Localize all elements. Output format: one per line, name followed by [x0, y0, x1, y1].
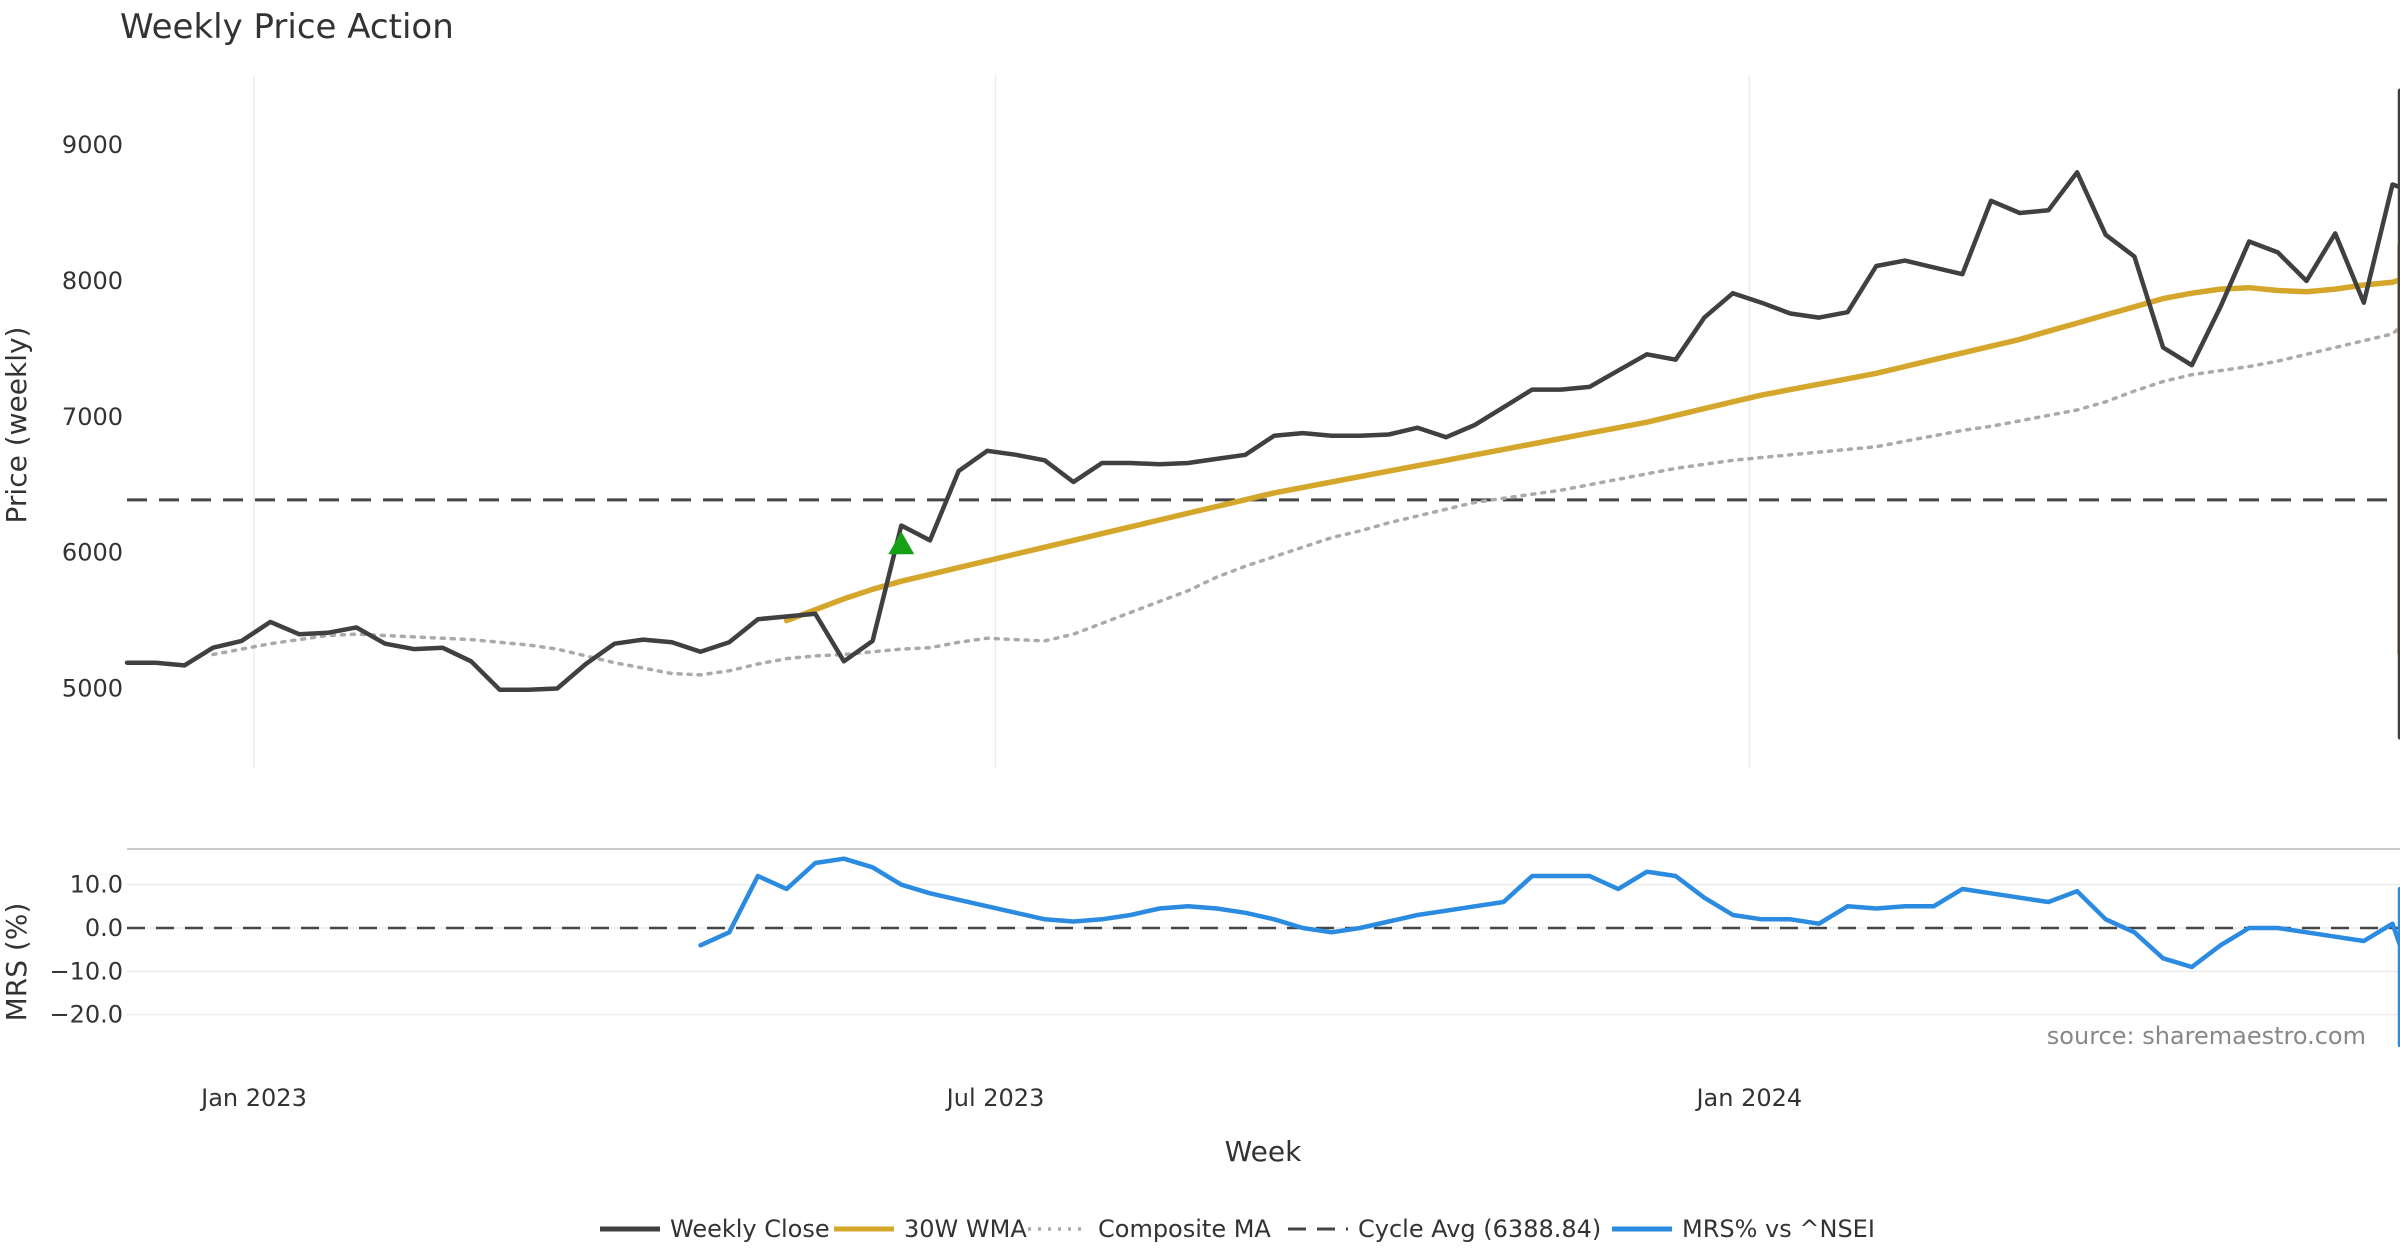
- legend-item: Cycle Avg (6388.84): [1288, 1215, 1601, 1243]
- composite-ma-line: [211, 230, 2400, 687]
- mrs-y-tick-label: −10.0: [49, 957, 123, 985]
- mrs-panel: 10.0 0.0 −10.0 −20.0 MRS (%) source: sharem…: [0, 856, 2400, 1050]
- price-y-tick-labels: 5000 6000 7000 8000 9000: [62, 131, 123, 702]
- x-tick-label: Jan 2023: [199, 1084, 307, 1112]
- price-y-tick-label: 7000: [62, 403, 123, 431]
- legend-item: Weekly Close: [600, 1215, 830, 1243]
- price-y-axis-title: Price (weekly): [0, 327, 33, 524]
- weekly-close-line: [124, 88, 2400, 740]
- price-series-group: [124, 88, 2400, 740]
- mrs-gridlines: [127, 883, 2400, 1016]
- price-y-tick-label: 5000: [62, 674, 123, 702]
- legend-label: MRS% vs ^NSEI: [1682, 1215, 1875, 1243]
- mrs-y-tick-label: 0.0: [85, 914, 123, 942]
- legend: Weekly Close 30W WMA Composite MA Cycle Avg…: [600, 1215, 1875, 1243]
- price-y-tick-label: 6000: [62, 539, 123, 567]
- legend-label: 30W WMA: [904, 1215, 1027, 1243]
- x-tick-label: Jan 2024: [1694, 1084, 1802, 1112]
- source-label: source: sharemaestro.com: [2047, 1022, 2366, 1050]
- price-panel: 5000 6000 7000 8000 9000 Price (weekly): [0, 75, 2400, 768]
- x-tick-label: Jul 2023: [945, 1084, 1045, 1112]
- legend-item: Composite MA: [1028, 1215, 1271, 1243]
- mrs-y-tick-label: −20.0: [49, 1001, 123, 1029]
- mrs-y-tick-labels: 10.0 0.0 −10.0 −20.0: [49, 871, 123, 1029]
- price-y-tick-label: 8000: [62, 267, 123, 295]
- legend-label: Cycle Avg (6388.84): [1358, 1215, 1601, 1243]
- mrs-y-tick-label: 10.0: [70, 871, 123, 899]
- x-axis-title: Week: [1225, 1135, 1302, 1168]
- price-gridlines: [253, 75, 1751, 768]
- 30w-wma-line: [783, 242, 2400, 656]
- legend-item: 30W WMA: [834, 1215, 1027, 1243]
- price-y-tick-label: 9000: [62, 131, 123, 159]
- buy-signal-marker: [888, 531, 915, 555]
- legend-label: Weekly Close: [670, 1215, 830, 1243]
- mrs-line: [698, 856, 2400, 1048]
- legend-label: Composite MA: [1098, 1215, 1271, 1243]
- signal-markers: [888, 531, 915, 555]
- mrs-series-group: [698, 856, 2400, 1048]
- legend-item: MRS% vs ^NSEI: [1612, 1215, 1875, 1243]
- chart-title: Weekly Price Action: [120, 7, 454, 47]
- mrs-y-axis-title: MRS (%): [0, 903, 33, 1022]
